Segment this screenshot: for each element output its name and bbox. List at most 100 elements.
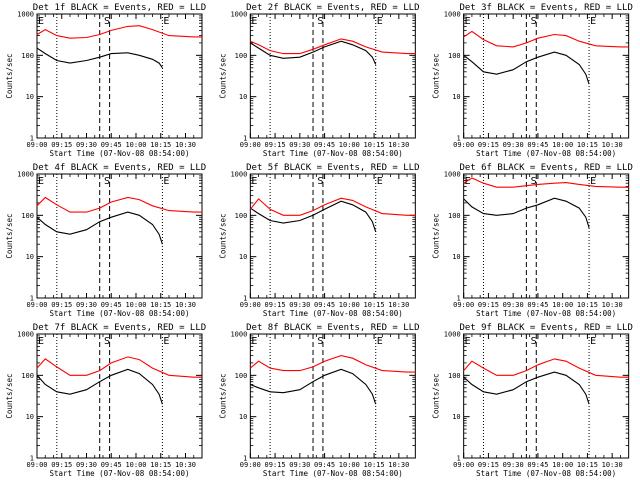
x-axis-label: Start Time (07-Nov-08 08:54:00) <box>263 149 403 158</box>
panel-det-6: Det 6f BLACK = Events, RED = LLD 1 10 100 10… <box>432 163 633 318</box>
marker-label: E <box>38 176 44 187</box>
y-tick-label: 1000 <box>230 331 247 339</box>
x-tick-label: 09:30 <box>289 141 310 149</box>
x-tick-label: 09:00 <box>453 301 474 309</box>
x-tick-label: 09:15 <box>265 141 286 149</box>
marker-label: E <box>251 336 257 347</box>
x-tick-label: 09:00 <box>453 461 474 469</box>
x-tick-label: 10:30 <box>388 141 409 149</box>
x-tick-label: 09:00 <box>240 301 261 309</box>
y-tick-label: 100 <box>235 52 248 60</box>
marker-label: E <box>163 16 169 27</box>
y-tick-label: 1000 <box>230 11 247 19</box>
panel-det-3: Det 3f BLACK = Events, RED = LLD 1 10 100 10… <box>432 3 633 158</box>
marker-label: E <box>377 176 383 187</box>
x-tick-label: 09:15 <box>265 301 286 309</box>
y-axis-label: Counts/sec <box>218 213 227 258</box>
plot-frame <box>36 173 203 299</box>
x-tick-label: 10:15 <box>150 461 171 469</box>
x-tick-label: 10:30 <box>175 301 196 309</box>
lld-series-line <box>463 30 629 48</box>
x-tick-label: 09:30 <box>503 301 524 309</box>
x-axis-label: Start Time (07-Nov-08 08:54:00) <box>263 469 403 478</box>
x-tick-label: 09:45 <box>527 461 548 469</box>
plot-frame <box>463 13 630 139</box>
marker-label: E <box>465 16 471 27</box>
y-tick-label: 1 <box>30 135 34 143</box>
events-series-line <box>463 51 590 85</box>
panel-det-8: Det 8f BLACK = Events, RED = LLD 1 10 100 10… <box>218 323 419 478</box>
y-axis-label: Counts/sec <box>218 53 227 98</box>
x-tick-label: 09:45 <box>101 141 122 149</box>
x-tick-label: 10:00 <box>125 301 146 309</box>
y-tick-label: 10 <box>239 93 247 101</box>
y-tick-label: 1000 <box>444 331 461 339</box>
x-tick-label: 10:30 <box>175 141 196 149</box>
panel-det-1: Det 1f BLACK = Events, RED = LLD 1 10 100 10… <box>5 3 206 158</box>
y-tick-label: 100 <box>21 372 34 380</box>
x-tick-label: 09:15 <box>51 461 72 469</box>
y-tick-label: 10 <box>239 413 247 421</box>
marker-label: E <box>251 176 257 187</box>
y-tick-label: 1000 <box>17 331 34 339</box>
x-tick-label: 10:15 <box>364 461 385 469</box>
y-tick-label: 1 <box>456 135 460 143</box>
panel-det-5: Det 5f BLACK = Events, RED = LLD 1 10 100 10… <box>218 163 419 318</box>
marker-label: S <box>531 16 537 27</box>
marker-label: E <box>590 16 596 27</box>
y-tick-label: 100 <box>21 52 34 60</box>
marker-label: E <box>163 336 169 347</box>
y-tick-label: 100 <box>235 372 248 380</box>
x-tick-label: 10:00 <box>125 461 146 469</box>
plot-frame <box>36 333 203 459</box>
marker-label: S <box>317 16 323 27</box>
x-axis-label: Start Time (07-Nov-08 08:54:00) <box>476 309 616 318</box>
x-tick-label: 09:45 <box>314 141 335 149</box>
plot-frame <box>249 333 416 459</box>
x-tick-label: 09:00 <box>453 141 474 149</box>
marker-label: E <box>38 16 44 27</box>
y-tick-label: 100 <box>448 372 461 380</box>
x-tick-label: 10:30 <box>602 461 623 469</box>
x-tick-label: 10:15 <box>577 301 598 309</box>
plot-frame <box>36 13 203 139</box>
x-tick-label: 10:30 <box>602 301 623 309</box>
x-tick-label: 10:15 <box>364 141 385 149</box>
y-axis-label: Counts/sec <box>5 53 14 98</box>
marker-label: S <box>104 16 110 27</box>
y-tick-label: 10 <box>26 93 34 101</box>
y-tick-label: 1000 <box>444 171 461 179</box>
y-axis-label: Counts/sec <box>432 213 441 258</box>
x-tick-label: 09:45 <box>314 461 335 469</box>
y-tick-label: 10 <box>26 253 34 261</box>
lld-series-line <box>463 358 629 378</box>
marker-label: E <box>377 336 383 347</box>
marker-label: S <box>317 176 323 187</box>
y-tick-label: 100 <box>235 212 248 220</box>
marker-label: E <box>590 176 596 187</box>
y-axis-label: Counts/sec <box>5 213 14 258</box>
lld-series-line <box>36 25 202 39</box>
x-tick-label: 10:30 <box>388 461 409 469</box>
events-series-line <box>249 200 377 232</box>
events-series-line <box>463 197 590 228</box>
y-tick-label: 10 <box>239 253 247 261</box>
chart-title: Det 2f BLACK = Events, RED = LLD <box>246 3 419 13</box>
x-tick-label: 10:30 <box>175 461 196 469</box>
y-tick-label: 100 <box>448 52 461 60</box>
plot-frame <box>463 333 630 459</box>
y-tick-label: 1 <box>243 455 247 463</box>
x-tick-label: 10:15 <box>577 461 598 469</box>
marker-label: S <box>531 336 537 347</box>
lld-series-line <box>250 38 416 55</box>
chart-title: Det 4f BLACK = Events, RED = LLD <box>33 163 206 173</box>
events-series-line <box>36 368 163 405</box>
y-tick-label: 1000 <box>230 171 247 179</box>
x-tick-label: 09:30 <box>503 141 524 149</box>
y-tick-label: 1000 <box>17 11 34 19</box>
x-tick-label: 10:00 <box>552 461 573 469</box>
marker-label: E <box>590 336 596 347</box>
events-series-line <box>36 47 163 69</box>
marker-label: S <box>317 336 323 347</box>
